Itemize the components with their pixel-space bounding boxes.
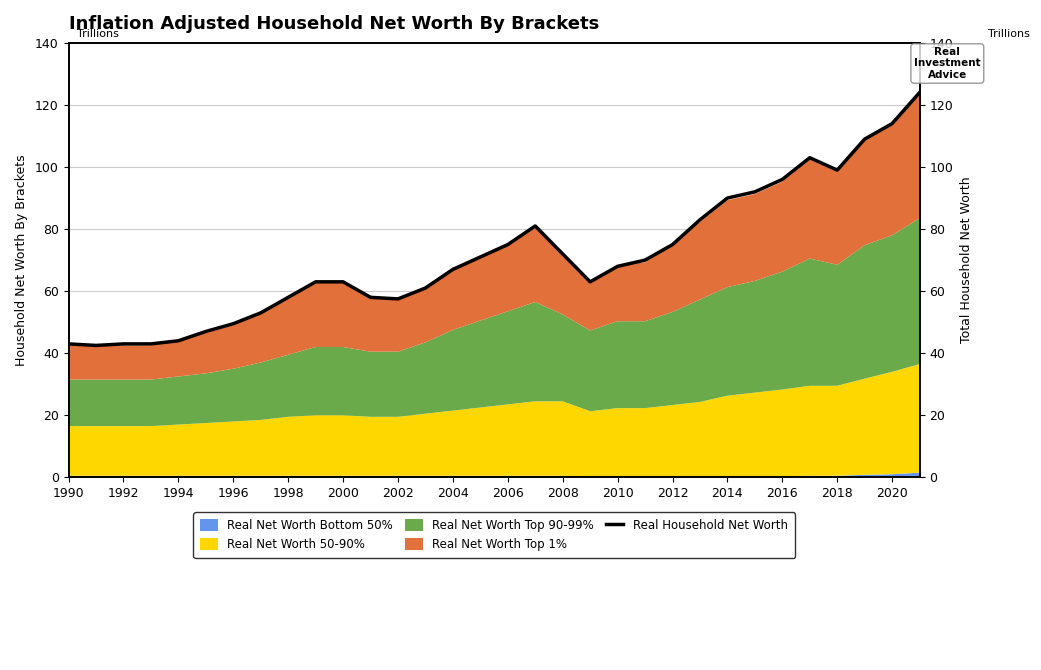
Y-axis label: Total Household Net Worth: Total Household Net Worth	[960, 177, 973, 344]
Text: Trillions: Trillions	[988, 29, 1030, 39]
Text: Inflation Adjusted Household Net Worth By Brackets: Inflation Adjusted Household Net Worth B…	[69, 15, 599, 33]
Text: Real
Investment
Advice: Real Investment Advice	[914, 47, 981, 80]
Y-axis label: Household Net Worth By Brackets: Household Net Worth By Brackets	[15, 154, 28, 366]
Text: Trillions: Trillions	[77, 29, 119, 39]
Legend: Real Net Worth Bottom 50%, Real Net Worth 50-90%, Real Net Worth Top 90-99%, Rea: Real Net Worth Bottom 50%, Real Net Wort…	[194, 512, 795, 558]
